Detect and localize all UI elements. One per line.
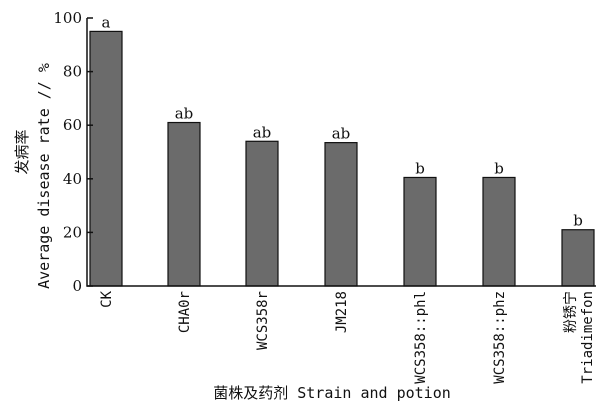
significance-label-6: b	[494, 159, 504, 177]
bar-1	[89, 30, 123, 287]
y-axis-title-en: Average disease rate // %	[35, 63, 53, 289]
bar-4	[324, 142, 358, 287]
significance-label-1: a	[102, 13, 111, 31]
bar-7	[561, 229, 595, 287]
bar-2	[167, 121, 201, 287]
y-tick-label-80: 80	[63, 63, 82, 81]
category-label-7-line2: Triadimefon	[580, 291, 596, 384]
x-axis-title: 菌株及药剂 Strain and potion	[213, 384, 451, 402]
significance-label-4: ab	[332, 125, 351, 143]
category-label-1: CK	[99, 290, 115, 307]
category-label-7: 粉锈宁	[562, 291, 579, 333]
category-label-3: WCS358r	[255, 291, 271, 350]
y-tick-label-100: 100	[53, 9, 82, 27]
y-tick-label-40: 40	[63, 170, 82, 188]
bar-3	[245, 140, 279, 287]
y-tick-label-20: 20	[63, 223, 82, 241]
significance-label-2: ab	[175, 105, 194, 123]
category-label-2: CHA0r	[177, 291, 193, 333]
y-tick-label-60: 60	[63, 116, 82, 134]
significance-label-5: b	[415, 159, 425, 177]
bar-6	[482, 176, 516, 287]
category-label-5: WCS358::phl	[413, 291, 429, 384]
bar-5	[403, 176, 437, 287]
y-axis-title-cn: 发病率	[13, 129, 31, 174]
category-label-4: JM218	[334, 291, 350, 333]
y-tick-label-0: 0	[72, 277, 82, 295]
significance-label-7: b	[573, 212, 583, 230]
category-label-6: WCS358::phz	[492, 291, 508, 384]
significance-label-3: ab	[253, 123, 272, 141]
